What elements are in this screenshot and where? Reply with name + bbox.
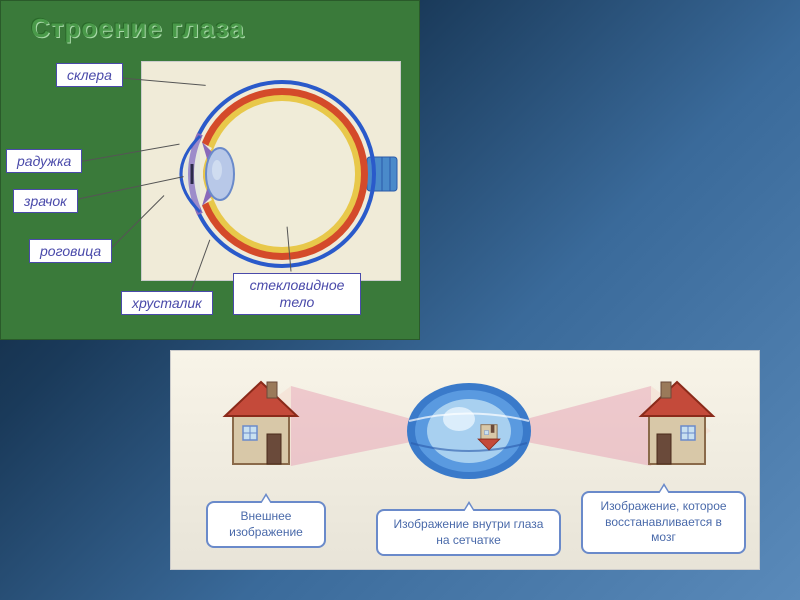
- label-sclera: склера: [56, 63, 123, 87]
- bubble-external: Внешнее изображение: [206, 501, 326, 548]
- label-cornea: роговица: [29, 239, 112, 263]
- label-iris: радужка: [6, 149, 82, 173]
- eye-diagram: [141, 61, 401, 281]
- bubble-brain: Изображение, которое восстанавливается в…: [581, 491, 746, 554]
- label-vitreous: стекловидное тело: [233, 273, 361, 315]
- label-pupil: зрачок: [13, 189, 78, 213]
- bubble-retina-text: Изображение внутри глаза на сетчатке: [394, 517, 544, 547]
- label-vitreous-text: стекловидное тело: [242, 277, 352, 311]
- eye-anatomy-panel: Строение глаза: [0, 0, 420, 340]
- bubble-retina: Изображение внутри глаза на сетчатке: [376, 509, 561, 556]
- panel-title: Строение глаза: [31, 13, 245, 44]
- bubble-external-text: Внешнее изображение: [229, 509, 303, 539]
- eye-svg: [142, 62, 402, 282]
- label-lens: хрусталик: [121, 291, 213, 315]
- image-formation-panel: Внешнее изображение Изображение внутри г…: [170, 350, 760, 570]
- bubble-brain-text: Изображение, которое восстанавливается в…: [600, 499, 726, 544]
